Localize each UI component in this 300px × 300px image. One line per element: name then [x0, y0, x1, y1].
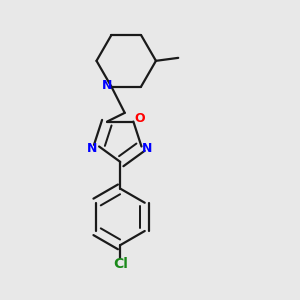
Text: N: N	[87, 142, 98, 155]
Text: Cl: Cl	[113, 256, 128, 271]
Text: N: N	[142, 142, 153, 155]
Text: N: N	[102, 79, 112, 92]
Text: O: O	[135, 112, 145, 125]
